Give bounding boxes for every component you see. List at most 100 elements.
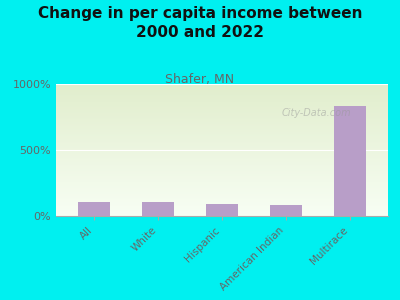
Bar [78, 202, 110, 216]
Bar [56, 168, 388, 169]
Bar [56, 125, 388, 126]
Bar [206, 204, 238, 216]
Bar [56, 148, 388, 149]
Bar [56, 97, 388, 98]
Bar [56, 98, 388, 99]
Bar [56, 208, 388, 209]
Bar [56, 202, 388, 203]
Bar [56, 207, 388, 208]
Bar [56, 172, 388, 173]
Bar [56, 165, 388, 166]
Bar [56, 111, 388, 112]
Bar [56, 105, 388, 106]
Bar [56, 127, 388, 128]
Bar [56, 187, 388, 188]
Bar [56, 132, 388, 133]
Bar [56, 166, 388, 167]
Bar [56, 150, 388, 151]
Bar [56, 114, 388, 115]
Bar [56, 152, 388, 153]
Bar [56, 96, 388, 97]
Bar [56, 85, 388, 86]
Bar [56, 183, 388, 184]
Bar [56, 199, 388, 200]
Text: City-Data.com: City-Data.com [282, 108, 351, 118]
Bar [56, 188, 388, 189]
Bar [56, 128, 388, 129]
Bar [56, 133, 388, 134]
Bar [56, 169, 388, 170]
Bar [56, 134, 388, 135]
Bar [56, 95, 388, 96]
Bar [56, 84, 388, 85]
Bar [56, 112, 388, 113]
Bar [56, 154, 388, 155]
Bar [142, 202, 174, 216]
Bar [56, 126, 388, 127]
Bar [56, 145, 388, 146]
Bar [56, 137, 388, 138]
Bar [56, 138, 388, 139]
Bar [56, 118, 388, 119]
Bar [56, 136, 388, 137]
Bar [56, 146, 388, 147]
Bar [56, 214, 388, 215]
Bar [56, 109, 388, 110]
Bar [56, 160, 388, 161]
Bar [56, 144, 388, 145]
Bar [56, 86, 388, 87]
Bar [56, 113, 388, 114]
Bar [56, 206, 388, 207]
Text: Shafer, MN: Shafer, MN [166, 74, 234, 86]
Bar [56, 157, 388, 158]
Bar [56, 123, 388, 124]
Bar [56, 101, 388, 102]
Bar [56, 160, 388, 161]
Bar [56, 161, 388, 162]
Bar [56, 143, 388, 144]
Bar [56, 192, 388, 193]
Bar [56, 100, 388, 101]
Bar [56, 196, 388, 197]
Bar [56, 151, 388, 152]
Bar [56, 108, 388, 109]
Bar [56, 174, 388, 175]
Bar [334, 106, 366, 216]
Bar [56, 164, 388, 165]
Bar [56, 209, 388, 210]
Bar [56, 130, 388, 131]
Bar [56, 89, 388, 90]
Bar [56, 131, 388, 132]
Bar [56, 210, 388, 211]
Bar [56, 140, 388, 141]
Bar [56, 155, 388, 156]
Bar [56, 119, 388, 120]
Bar [56, 197, 388, 198]
Bar [56, 153, 388, 154]
Bar [56, 99, 388, 100]
Bar [56, 115, 388, 116]
Bar [56, 194, 388, 195]
Bar [56, 170, 388, 171]
Bar [56, 116, 388, 117]
Text: Change in per capita income between
2000 and 2022: Change in per capita income between 2000… [38, 6, 362, 40]
Bar [56, 167, 388, 168]
Bar [56, 205, 388, 206]
Bar [56, 184, 388, 185]
Bar [56, 193, 388, 194]
Bar [56, 185, 388, 186]
Bar [56, 90, 388, 91]
Bar [56, 173, 388, 174]
Bar [56, 201, 388, 202]
Bar [56, 162, 388, 163]
Bar [56, 124, 388, 125]
Bar [56, 129, 388, 130]
Bar [56, 104, 388, 105]
Bar [56, 149, 388, 150]
Bar [56, 120, 388, 121]
Bar [56, 203, 388, 204]
Bar [56, 163, 388, 164]
Bar [56, 94, 388, 95]
Bar [56, 147, 388, 148]
Bar [56, 180, 388, 181]
